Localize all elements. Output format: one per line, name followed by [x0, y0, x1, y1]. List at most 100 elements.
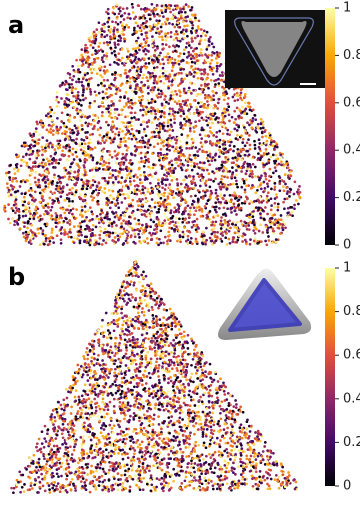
particle — [60, 242, 63, 245]
particle — [248, 202, 251, 205]
particle — [121, 62, 124, 65]
particle — [53, 112, 56, 115]
particle — [200, 35, 203, 38]
particle — [84, 49, 87, 52]
particle — [90, 210, 93, 213]
particle — [170, 380, 173, 383]
particle — [159, 52, 162, 55]
particle — [218, 141, 221, 144]
particle — [212, 67, 215, 70]
particle — [252, 109, 255, 112]
particle — [276, 146, 279, 149]
particle — [46, 158, 49, 161]
particle — [168, 73, 171, 76]
particle — [87, 142, 90, 145]
particle — [86, 47, 89, 50]
particle — [248, 213, 251, 216]
particle — [77, 403, 80, 406]
particle — [186, 137, 189, 140]
particle — [224, 147, 227, 150]
particle — [41, 136, 44, 139]
particle — [63, 125, 66, 128]
particle — [255, 131, 258, 134]
particle — [167, 125, 170, 128]
particle — [89, 244, 92, 247]
particle — [212, 180, 215, 183]
particle — [206, 428, 209, 431]
particle — [47, 183, 50, 186]
particle — [283, 180, 286, 183]
particle — [27, 201, 30, 204]
particle — [196, 163, 199, 166]
particle — [73, 225, 76, 228]
particle — [167, 119, 170, 122]
particle — [55, 99, 58, 102]
particle — [149, 192, 152, 195]
particle — [221, 114, 224, 117]
particle — [186, 134, 189, 137]
particle — [82, 199, 85, 202]
particle — [49, 128, 52, 131]
particle — [108, 95, 111, 98]
particle — [213, 231, 216, 234]
particle — [59, 187, 62, 190]
particle — [77, 225, 80, 228]
particle — [129, 17, 132, 20]
particle — [20, 180, 23, 183]
particle — [235, 241, 238, 244]
particle — [270, 155, 273, 158]
particle — [114, 54, 117, 57]
particle — [119, 140, 122, 143]
particle — [172, 93, 175, 96]
particle — [230, 211, 233, 214]
particle — [32, 165, 35, 168]
particle — [81, 146, 84, 149]
particle — [15, 198, 18, 201]
particle — [105, 52, 108, 55]
particle — [158, 56, 161, 59]
particle — [143, 84, 146, 87]
particle — [111, 20, 114, 23]
particle — [232, 238, 235, 241]
particle — [68, 231, 71, 234]
particle — [149, 215, 152, 218]
particle — [140, 16, 143, 19]
particle — [167, 62, 170, 65]
particle — [229, 458, 232, 461]
particle — [185, 183, 188, 186]
particle — [56, 181, 59, 184]
particle — [28, 210, 31, 213]
particle — [120, 222, 123, 225]
particle — [166, 75, 169, 78]
particle — [207, 87, 210, 90]
particle — [74, 403, 77, 406]
particle — [204, 243, 207, 246]
particle — [231, 175, 234, 178]
particle — [227, 105, 230, 108]
particle — [168, 234, 171, 237]
particle — [63, 103, 66, 106]
particle — [196, 172, 199, 175]
particle — [133, 459, 136, 462]
particle — [224, 221, 227, 224]
particle — [64, 231, 67, 234]
particle — [7, 218, 10, 221]
particle — [109, 109, 112, 112]
particle — [78, 196, 81, 199]
particle — [137, 118, 140, 121]
particle — [58, 144, 61, 147]
particle — [249, 238, 252, 241]
particle — [86, 88, 89, 91]
particle — [123, 12, 126, 15]
particle — [98, 31, 101, 34]
particle — [229, 148, 232, 151]
particle — [159, 63, 162, 66]
particle — [112, 102, 115, 105]
particle — [129, 59, 132, 62]
particle — [157, 182, 160, 185]
particle — [44, 204, 47, 207]
particle — [77, 91, 80, 94]
particle — [163, 303, 166, 306]
particle — [141, 203, 144, 206]
particle — [76, 237, 79, 240]
